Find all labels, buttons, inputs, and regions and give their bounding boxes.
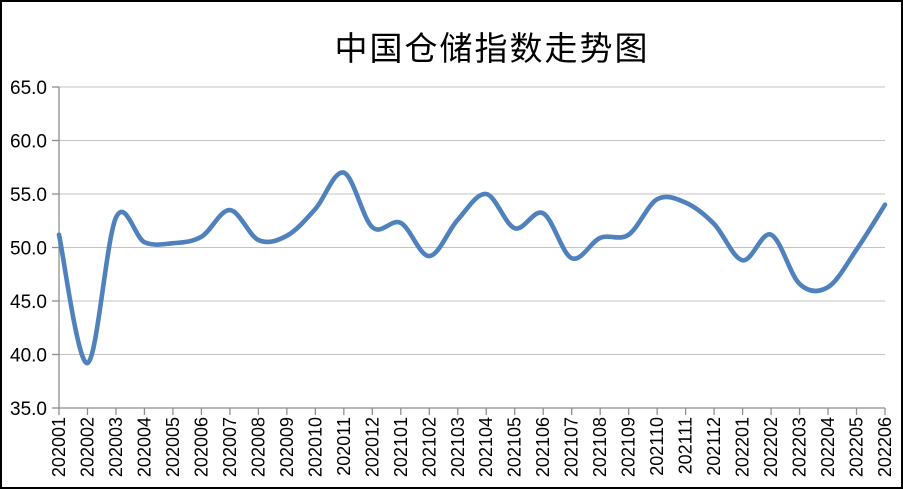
x-tick-label: 202201 <box>733 417 753 477</box>
x-tick-label: 202008 <box>248 417 268 477</box>
x-tick-label: 202009 <box>277 417 297 477</box>
x-axis-labels: 202001 202002 202003 202004 202005 202006 2020… <box>49 417 895 477</box>
x-tick-label: 202206 <box>875 417 895 477</box>
x-tick-label: 202103 <box>448 417 468 477</box>
x-tick-label: 202108 <box>590 417 610 477</box>
y-tick-label: 40.0 <box>10 346 47 367</box>
index-line-series <box>56 170 888 366</box>
chart-title: 中国仓储指数走势图 <box>334 32 650 68</box>
y-tick-label: 65.0 <box>10 78 47 99</box>
y-tick-label: 55.0 <box>10 185 47 206</box>
x-tick-label: 202102 <box>419 417 439 477</box>
x-tick-label: 202012 <box>362 417 382 477</box>
x-tick-label: 202011 <box>334 417 354 476</box>
y-axis-labels: 65.0 60.0 55.0 50.0 45.0 40.0 35.0 <box>10 78 47 420</box>
x-tick-label: 202109 <box>619 417 639 477</box>
x-tick-label: 202003 <box>106 417 126 477</box>
y-tick-label: 50.0 <box>10 239 47 260</box>
x-tick-label: 202110 <box>647 417 667 476</box>
x-tick-label: 202005 <box>163 417 183 477</box>
x-tick-label: 202204 <box>818 417 838 477</box>
axis-ticks <box>52 86 886 415</box>
index-line <box>56 170 888 366</box>
x-tick-label: 202112 <box>704 417 724 476</box>
x-tick-label: 202101 <box>391 417 411 477</box>
x-tick-label: 202004 <box>134 417 154 477</box>
x-tick-label: 202010 <box>305 417 325 477</box>
y-tick-label: 45.0 <box>10 292 47 313</box>
x-tick-label: 202203 <box>790 417 810 477</box>
horizontal-gridlines <box>59 86 885 355</box>
x-tick-label: 202111 <box>676 417 696 474</box>
x-tick-label: 202001 <box>49 417 69 477</box>
x-tick-label: 202106 <box>533 417 553 477</box>
x-tick-label: 202006 <box>191 417 211 477</box>
x-tick-label: 202202 <box>761 417 781 477</box>
x-tick-label: 202007 <box>220 417 240 477</box>
x-tick-label: 202107 <box>562 417 582 477</box>
y-tick-label: 60.0 <box>10 132 47 153</box>
x-tick-label: 202002 <box>77 417 97 477</box>
x-tick-label: 202205 <box>847 417 867 477</box>
y-tick-label: 35.0 <box>10 399 47 420</box>
x-tick-label: 202105 <box>505 417 525 477</box>
x-tick-label: 202104 <box>476 417 496 477</box>
